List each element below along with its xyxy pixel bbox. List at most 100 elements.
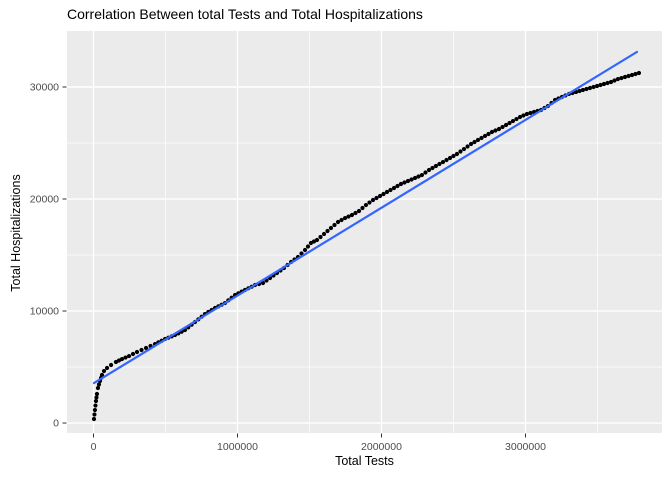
data-point: [374, 195, 379, 201]
data-point: [524, 111, 530, 117]
data-point: [332, 222, 337, 228]
data-point: [521, 113, 526, 118]
data-point: [314, 237, 320, 243]
data-point: [92, 412, 97, 417]
data-point: [486, 131, 491, 137]
data-point: [433, 163, 439, 169]
data-point: [299, 251, 304, 256]
data-point: [370, 197, 376, 203]
data-point: [325, 228, 330, 234]
data-point: [388, 187, 393, 193]
data-point: [377, 193, 383, 199]
y-tick-label: 0: [53, 418, 59, 430]
data-point: [94, 395, 99, 400]
data-point: [594, 83, 600, 89]
data-point: [363, 202, 369, 208]
data-point: [353, 210, 358, 216]
data-point: [622, 74, 628, 80]
data-point: [260, 280, 266, 286]
data-point: [95, 385, 101, 391]
data-point: [493, 128, 498, 133]
x-axis-title: Total Tests: [335, 454, 394, 468]
data-point: [475, 137, 481, 143]
data-point: [514, 116, 519, 122]
data-point: [342, 215, 348, 221]
data-point: [101, 368, 107, 374]
data-point: [430, 165, 435, 171]
data-point: [591, 84, 596, 90]
data-point: [96, 382, 102, 387]
data-point: [605, 80, 610, 86]
data-point: [587, 85, 593, 91]
data-point: [302, 247, 308, 253]
data-point: [395, 183, 400, 189]
data-point: [321, 231, 327, 237]
data-point: [360, 205, 365, 211]
data-point: [412, 175, 418, 181]
data-point: [584, 86, 589, 92]
data-point: [328, 225, 334, 231]
data-point: [349, 212, 355, 218]
data-point: [419, 172, 425, 178]
data-point: [608, 79, 614, 85]
trend-line: [92, 50, 639, 385]
y-tick-label: 30000: [30, 82, 59, 94]
data-point: [356, 208, 362, 214]
data-point: [94, 391, 100, 397]
y-tick-label: 20000: [30, 194, 59, 206]
data-point: [447, 155, 453, 161]
x-tick-label: 0: [91, 441, 97, 453]
data-point: [108, 362, 114, 368]
data-point: [405, 178, 411, 184]
data-point: [119, 356, 125, 362]
data-point: [143, 345, 149, 351]
data-point: [93, 403, 98, 408]
data-point: [130, 351, 136, 357]
data-point: [134, 349, 140, 355]
data-point: [577, 88, 582, 94]
data-point: [619, 75, 624, 81]
x-tick-label: 2000000: [361, 441, 402, 453]
data-point: [91, 416, 97, 422]
x-tick-label: 3000000: [505, 441, 546, 453]
data-point: [402, 180, 407, 185]
data-point: [409, 177, 414, 182]
data-point: [629, 72, 635, 78]
data-point: [440, 159, 446, 165]
data-point: [126, 353, 132, 359]
data-point: [601, 81, 607, 87]
data-point: [615, 76, 621, 82]
data-point: [423, 170, 428, 175]
data-point: [139, 347, 144, 353]
data-point: [472, 139, 477, 145]
data-point: [444, 157, 449, 163]
data-point: [426, 167, 432, 173]
data-point: [104, 365, 110, 371]
data-point: [454, 151, 460, 157]
data-point: [437, 161, 442, 167]
data-point: [318, 234, 323, 240]
data-point: [99, 372, 105, 378]
data-point: [500, 124, 505, 130]
data-point: [636, 70, 642, 76]
data-point: [482, 133, 488, 139]
data-point: [468, 141, 474, 147]
y-tick-label: 10000: [30, 306, 59, 318]
data-point: [346, 214, 351, 219]
data-point: [503, 122, 509, 128]
data-point: [507, 120, 512, 126]
data-point: [626, 73, 631, 79]
data-point: [517, 114, 523, 120]
data-point: [528, 110, 533, 116]
data-point: [598, 82, 603, 88]
data-point: [381, 191, 386, 197]
data-point: [335, 219, 341, 225]
data-point: [339, 217, 344, 223]
data-point: [391, 185, 397, 191]
data-point: [416, 174, 421, 179]
data-point: [458, 149, 463, 154]
x-tick-label: 1000000: [217, 441, 258, 453]
data-point: [384, 189, 390, 195]
